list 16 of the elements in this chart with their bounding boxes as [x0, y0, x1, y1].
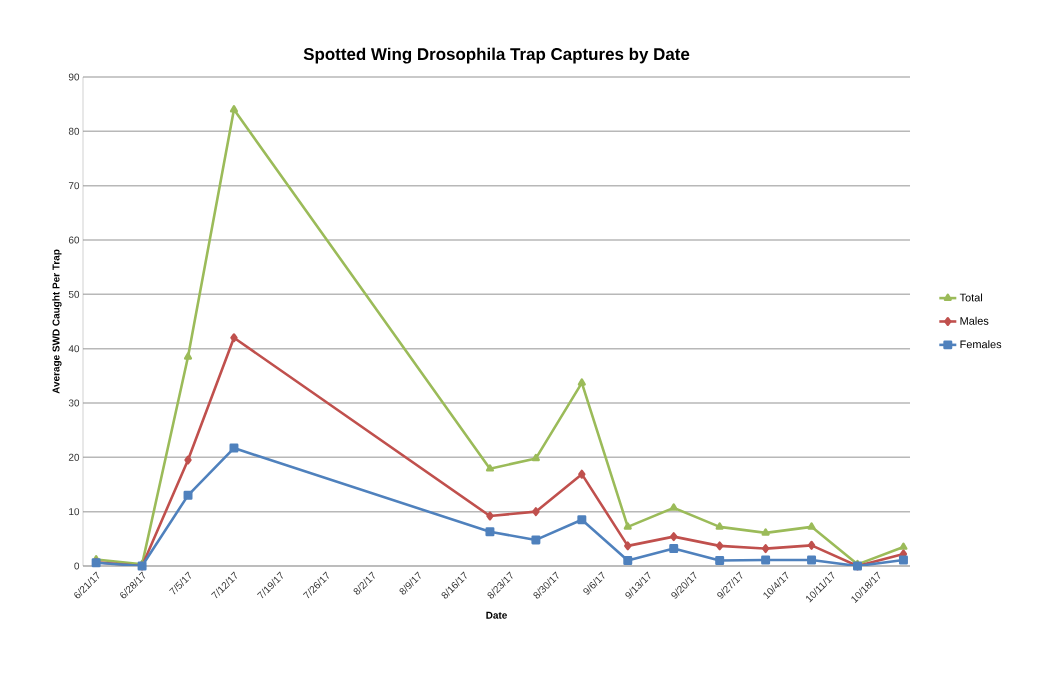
- y-tick-label: 60: [68, 236, 80, 244]
- y-tick-label: 10: [69, 508, 80, 516]
- y-tick-label: 50: [68, 290, 80, 298]
- legend-label: Females: [960, 340, 1002, 349]
- y-tick-label: 30: [68, 399, 80, 407]
- legend-label: Males: [960, 316, 989, 325]
- chart-title: Spotted Wing Drosophila Trap Captures by Date: [303, 47, 690, 64]
- y-tick-label: 90: [68, 73, 80, 81]
- y-tick-label: 20: [68, 453, 80, 461]
- legend-label: Total: [959, 293, 983, 302]
- y-tick-label: 70: [68, 182, 80, 190]
- x-axis-title: Date: [486, 611, 507, 619]
- y-tick-label: 40: [68, 345, 80, 353]
- y-tick-label: 0: [74, 562, 80, 570]
- y-axis-title: Average SWD Caught Per Trap: [52, 249, 62, 394]
- y-tick-label: 80: [68, 127, 80, 135]
